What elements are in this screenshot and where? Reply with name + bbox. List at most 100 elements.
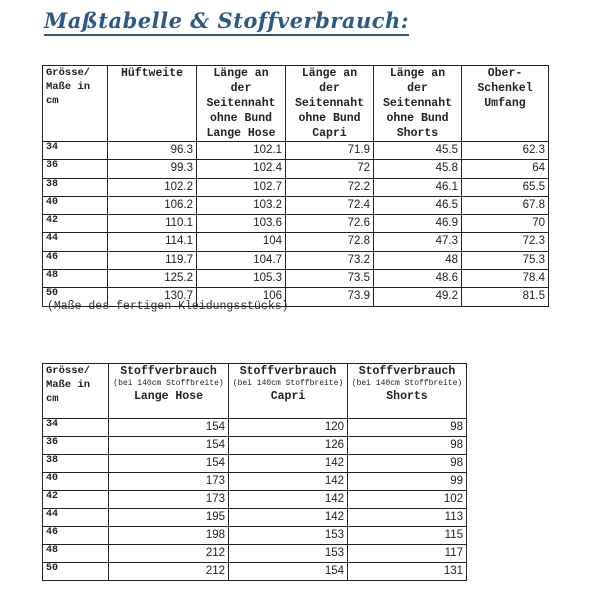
value-cell: 113 bbox=[347, 508, 467, 527]
header-type: Shorts bbox=[386, 390, 428, 403]
value-cell: 130.7 bbox=[107, 287, 197, 307]
value-cell: 49.2 bbox=[373, 287, 462, 307]
value-cell: 142 bbox=[228, 454, 348, 473]
value-cell: 71.9 bbox=[285, 140, 374, 161]
table-row: 36 154 126 98 bbox=[42, 436, 467, 455]
size-cell: 44 bbox=[42, 508, 109, 527]
value-cell: 102.4 bbox=[196, 159, 286, 179]
table-row: 44 195 142 113 bbox=[42, 508, 467, 527]
value-cell: 154 bbox=[108, 418, 229, 437]
size-cell: 34 bbox=[42, 418, 109, 437]
value-cell: 96.3 bbox=[107, 140, 197, 161]
size-header: Grösse/ Maße in cm bbox=[42, 363, 109, 419]
value-cell: 47.3 bbox=[373, 232, 462, 252]
value-cell: 102 bbox=[347, 490, 467, 509]
value-cell: 48.6 bbox=[373, 269, 462, 289]
header-main: Stoffverbrauch bbox=[120, 365, 217, 378]
table-row: 48 212 153 117 bbox=[42, 544, 467, 563]
header-type: Capri bbox=[270, 390, 306, 403]
value-cell: 72.8 bbox=[285, 232, 374, 252]
value-cell: 142 bbox=[228, 508, 348, 527]
page-title: Maßtabelle & Stoffverbrauch: bbox=[44, 8, 410, 36]
size-cell: 48 bbox=[42, 544, 109, 563]
table-header-row: Grösse/ Maße in cm Hüftweite Länge an der … bbox=[42, 65, 549, 142]
table-row: 50 212 154 131 bbox=[42, 562, 467, 581]
size-cell: 38 bbox=[42, 177, 108, 197]
value-cell: 72.2 bbox=[285, 177, 374, 197]
value-cell: 46.9 bbox=[373, 214, 462, 234]
value-cell: 106 bbox=[196, 287, 286, 307]
size-cell: 42 bbox=[42, 490, 109, 509]
value-cell: 102.1 bbox=[196, 140, 286, 161]
value-cell: 154 bbox=[228, 562, 348, 581]
table-row: 46 119.7 104.7 73.2 48 75.3 bbox=[42, 250, 549, 271]
header-main: Stoffverbrauch bbox=[358, 365, 456, 378]
table-row: 40 106.2 103.2 72.4 46.5 67.8 bbox=[42, 195, 549, 216]
value-cell: 48 bbox=[373, 250, 462, 271]
column-header: Länge an der Seitennaht ohne Bund Shorts bbox=[373, 65, 462, 142]
size-cell: 42 bbox=[42, 214, 108, 234]
value-cell: 120 bbox=[228, 418, 348, 437]
table-row: 50 130.7 106 73.9 49.2 81.5 bbox=[42, 287, 549, 307]
column-header: Hüftweite bbox=[107, 65, 197, 142]
value-cell: 103.2 bbox=[196, 195, 286, 216]
value-cell: 98 bbox=[347, 436, 467, 455]
value-cell: 98 bbox=[347, 454, 467, 473]
size-cell: 44 bbox=[42, 232, 108, 252]
size-cell: 36 bbox=[42, 159, 108, 179]
size-cell: 38 bbox=[42, 454, 109, 473]
value-cell: 154 bbox=[108, 436, 229, 455]
value-cell: 173 bbox=[108, 472, 229, 491]
header-sub: (bei 140cm Stoffbreite) bbox=[113, 379, 224, 388]
value-cell: 73.2 bbox=[285, 250, 374, 271]
value-cell: 104 bbox=[196, 232, 286, 252]
header-sub: (bei 140cm Stoffbreite) bbox=[232, 379, 344, 388]
value-cell: 117 bbox=[347, 544, 467, 563]
size-cell: 40 bbox=[42, 472, 109, 491]
column-header: Länge an der Seitennaht ohne Bund Lange … bbox=[196, 65, 286, 142]
value-cell: 102.7 bbox=[196, 177, 286, 197]
value-cell: 119.7 bbox=[107, 250, 197, 271]
value-cell: 70 bbox=[461, 214, 549, 234]
value-cell: 72.6 bbox=[285, 214, 374, 234]
value-cell: 81.5 bbox=[461, 287, 549, 307]
table-row: 38 102.2 102.7 72.2 46.1 65.5 bbox=[42, 177, 549, 197]
value-cell: 78.4 bbox=[461, 269, 549, 289]
value-cell: 64 bbox=[461, 159, 549, 179]
value-cell: 125.2 bbox=[107, 269, 197, 289]
table-row: 44 114.1 104 72.8 47.3 72.3 bbox=[42, 232, 549, 252]
value-cell: 142 bbox=[228, 472, 348, 491]
fabric-consumption-table: Grösse/ Maße in cm Stoffverbrauch (bei 14… bbox=[42, 363, 467, 581]
value-cell: 195 bbox=[108, 508, 229, 527]
value-cell: 72 bbox=[285, 159, 374, 179]
value-cell: 45.5 bbox=[373, 140, 462, 161]
table-header-row: Grösse/ Maße in cm Stoffverbrauch (bei 14… bbox=[42, 363, 467, 419]
value-cell: 198 bbox=[108, 526, 229, 545]
header-type: Lange Hose bbox=[133, 390, 203, 403]
size-cell: 46 bbox=[42, 526, 109, 545]
table-row: 40 173 142 99 bbox=[42, 472, 467, 491]
value-cell: 45.8 bbox=[373, 159, 462, 179]
value-cell: 103.6 bbox=[196, 214, 286, 234]
value-cell: 104.7 bbox=[196, 250, 286, 271]
value-cell: 46.5 bbox=[373, 195, 462, 216]
table-row: 34 154 120 98 bbox=[42, 418, 467, 437]
column-header: Stoffverbrauch (bei 140cm Stoffbreite) Lan… bbox=[108, 363, 229, 419]
value-cell: 62.3 bbox=[461, 140, 549, 161]
header-main: Stoffverbrauch bbox=[239, 365, 337, 378]
column-header: Ober-Schenkel Umfang bbox=[461, 65, 549, 142]
value-cell: 99.3 bbox=[107, 159, 197, 179]
value-cell: 102.2 bbox=[107, 177, 197, 197]
value-cell: 212 bbox=[108, 544, 229, 563]
table-row: 48 125.2 105.3 73.5 48.6 78.4 bbox=[42, 269, 549, 289]
value-cell: 153 bbox=[228, 544, 348, 563]
value-cell: 75.3 bbox=[461, 250, 549, 271]
value-cell: 99 bbox=[347, 472, 467, 491]
header-sub: (bei 140cm Stoffbreite) bbox=[351, 379, 463, 388]
value-cell: 73.5 bbox=[285, 269, 374, 289]
value-cell: 110.1 bbox=[107, 214, 197, 234]
value-cell: 65.5 bbox=[461, 177, 549, 197]
table-row: 34 96.3 102.1 71.9 45.5 62.3 bbox=[42, 140, 549, 161]
value-cell: 212 bbox=[108, 562, 229, 581]
value-cell: 67.8 bbox=[461, 195, 549, 216]
